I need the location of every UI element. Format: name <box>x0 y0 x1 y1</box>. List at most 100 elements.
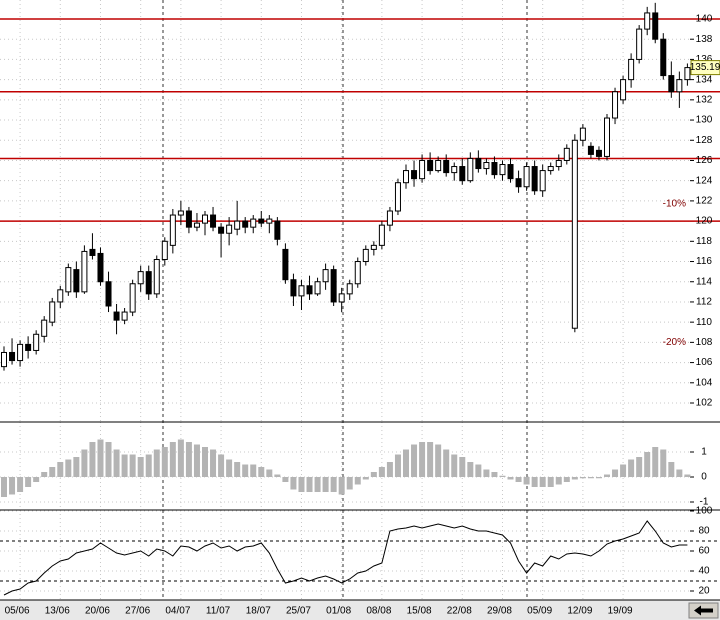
histogram-bar <box>435 444 442 477</box>
candle-body <box>314 281 321 295</box>
candle-body <box>161 240 168 261</box>
y-tick-label: 124 <box>696 175 713 186</box>
y-tick-label: 80 <box>698 526 710 537</box>
annotation: -10% <box>663 199 686 210</box>
histogram-bar <box>531 477 538 487</box>
y-tick-label: 118 <box>696 236 712 247</box>
histogram-bar <box>628 459 635 477</box>
candle-body <box>145 271 152 295</box>
candle-body <box>298 285 305 297</box>
candle-body <box>250 218 257 228</box>
histogram-bar <box>97 439 104 477</box>
candle-body <box>185 210 192 228</box>
histogram-bar <box>137 457 144 477</box>
y-tick-label: 134 <box>696 74 713 85</box>
histogram-bar <box>660 449 667 477</box>
y-tick-label: 20 <box>698 586 710 597</box>
histogram-bar <box>644 452 651 477</box>
candle-body <box>612 91 619 119</box>
candle-body <box>65 267 72 293</box>
histogram-bar <box>467 462 474 477</box>
y-tick-label: 110 <box>696 317 712 328</box>
histogram-bar <box>620 464 627 477</box>
y-tick-label: -1 <box>700 497 709 508</box>
y-tick-label: 40 <box>698 566 710 577</box>
candle-body <box>89 248 96 256</box>
x-tick-label: 25/07 <box>286 606 311 617</box>
histogram-bar <box>153 449 160 477</box>
scroll-button[interactable] <box>688 602 719 619</box>
candle-body <box>242 220 249 228</box>
x-tick-label: 04/07 <box>165 606 190 617</box>
histogram-bar <box>346 477 353 490</box>
histogram-bar <box>81 449 88 477</box>
x-tick-label: 27/06 <box>125 606 150 617</box>
candle-body <box>515 178 522 188</box>
histogram-bar <box>290 477 297 490</box>
candle-body <box>459 166 466 182</box>
candle-body <box>595 149 602 157</box>
histogram-bar <box>234 462 241 477</box>
candle-body <box>644 12 651 30</box>
candle-body <box>652 12 659 40</box>
histogram-bar <box>386 462 393 477</box>
candle-body <box>483 161 490 170</box>
x-tick-label: 15/08 <box>407 606 432 617</box>
y-tick-label: 132 <box>696 94 713 105</box>
scroll-arrow[interactable] <box>694 605 713 616</box>
y-tick-label: 126 <box>696 155 713 166</box>
candle-body <box>17 343 24 362</box>
y-tick-label: 122 <box>696 196 713 207</box>
candle-body <box>105 281 112 307</box>
candle-body <box>81 250 88 293</box>
histogram-bar <box>177 439 184 477</box>
x-tick-label: 22/08 <box>447 606 472 617</box>
candle-body <box>419 159 426 180</box>
histogram-bar <box>169 442 176 477</box>
histogram-bar <box>668 462 675 477</box>
histogram-bar <box>507 477 514 480</box>
histogram-bar <box>515 477 522 482</box>
histogram-bar <box>411 444 418 477</box>
y-tick-label: 114 <box>696 276 712 287</box>
y-tick-label: 128 <box>696 135 713 146</box>
candle-body <box>571 139 578 329</box>
histogram-bar <box>451 454 458 477</box>
y-tick-label: 102 <box>696 398 713 409</box>
candle-body <box>676 79 683 93</box>
histogram-bar <box>129 454 136 477</box>
histogram-bar <box>483 469 490 477</box>
candle-body <box>555 159 562 168</box>
histogram-bar <box>612 469 619 477</box>
candle-body <box>531 166 538 192</box>
histogram-bar <box>523 477 530 485</box>
histogram-bar <box>145 454 152 477</box>
candle-body <box>177 210 184 216</box>
candle-body <box>137 271 144 285</box>
candle-body <box>226 224 233 234</box>
candle-body <box>306 285 313 295</box>
candle-body <box>9 351 16 362</box>
candle-body <box>427 159 434 172</box>
histogram-bar <box>587 477 594 479</box>
candle-body <box>539 170 546 192</box>
y-tick-label: 108 <box>696 337 713 348</box>
histogram-bar <box>330 477 337 492</box>
candle-body <box>660 38 667 77</box>
candle-body <box>620 79 627 101</box>
histogram-bar <box>322 477 329 492</box>
histogram-bar <box>113 449 120 477</box>
y-tick-label: 130 <box>696 115 713 126</box>
histogram-bar <box>266 469 273 477</box>
y-tick-label: 136 <box>696 54 713 65</box>
candle-body <box>322 269 329 283</box>
y-tick-label: 106 <box>696 357 713 368</box>
histogram-bar <box>419 442 426 477</box>
histogram-bar <box>563 477 570 482</box>
histogram-bar <box>89 442 96 477</box>
candle-body <box>386 210 393 226</box>
histogram-bar <box>218 454 225 477</box>
histogram-bar <box>652 447 659 477</box>
